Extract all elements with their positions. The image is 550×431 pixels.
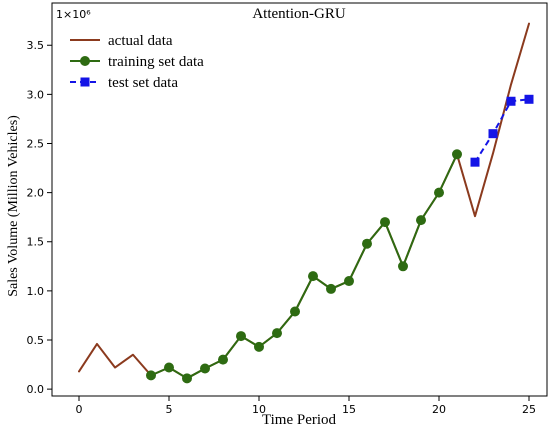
x-axis: 0 5 10 15 20 25 [76,396,536,416]
y-tick-label: 2.0 [27,187,45,200]
training-set-data-point [236,331,246,342]
training-set-data-point [146,370,156,381]
training-set-data-point [182,373,192,384]
legend-training-set-data-label: training set data [108,54,204,70]
y-axis: 0.0 0.5 1.0 1.5 2.0 2.5 3.0 3.5 [27,39,52,396]
x-tick-label: 15 [342,403,356,416]
x-tick-label: 10 [252,403,266,416]
y-axis-multiplier: 1×10⁶ [56,8,91,21]
training-set-data-point [200,363,210,374]
training-set-data-point [308,271,318,282]
test-set-data-line [474,98,530,163]
training-set-data-point [326,283,336,294]
legend-test-set-data-marker [80,77,90,87]
training-set-data-point [290,306,300,317]
plot-area-frame [51,2,548,397]
y-tick-label: 1.5 [27,236,45,249]
y-tick-label: 0.0 [27,383,45,396]
x-tick-label: 0 [76,403,83,416]
training-set-data-point [452,149,462,160]
training-set-data-point [272,328,282,339]
x-axis-label: Time Period [262,412,337,428]
x-tick-label: 25 [522,403,536,416]
y-tick-label: 3.0 [27,88,45,101]
test-set-data-point [488,129,498,139]
test-set-data-point [506,96,516,106]
y-tick-label: 3.5 [27,39,45,52]
chart-title: Attention-GRU [252,6,345,22]
y-tick-label: 0.5 [27,334,45,347]
training-set-data-point [164,362,174,373]
training-set-data-point [218,354,228,365]
training-set-data-point [344,276,354,287]
training-set-data-point [362,238,372,249]
legend: actual data training set data test set dat… [70,33,204,91]
legend-test-set-data-label: test set data [108,75,178,91]
training-set-data-point [434,187,444,198]
training-set-data-point [398,261,408,272]
training-set-data-point [254,341,264,352]
legend-actual-data-label: actual data [108,33,173,49]
x-tick-label: 20 [432,403,446,416]
y-tick-label: 2.5 [27,137,45,150]
series-group [78,22,534,384]
legend-training-set-data-marker [80,56,90,66]
test-set-data-point [470,157,480,167]
training-set-data-point [380,217,390,228]
training-set-data-point [416,215,426,226]
y-axis-label: Sales Volume (Million Vehicles) [6,115,21,297]
y-tick-label: 1.0 [27,285,45,298]
test-set-data-point [524,94,534,104]
x-tick-label: 5 [166,403,173,416]
